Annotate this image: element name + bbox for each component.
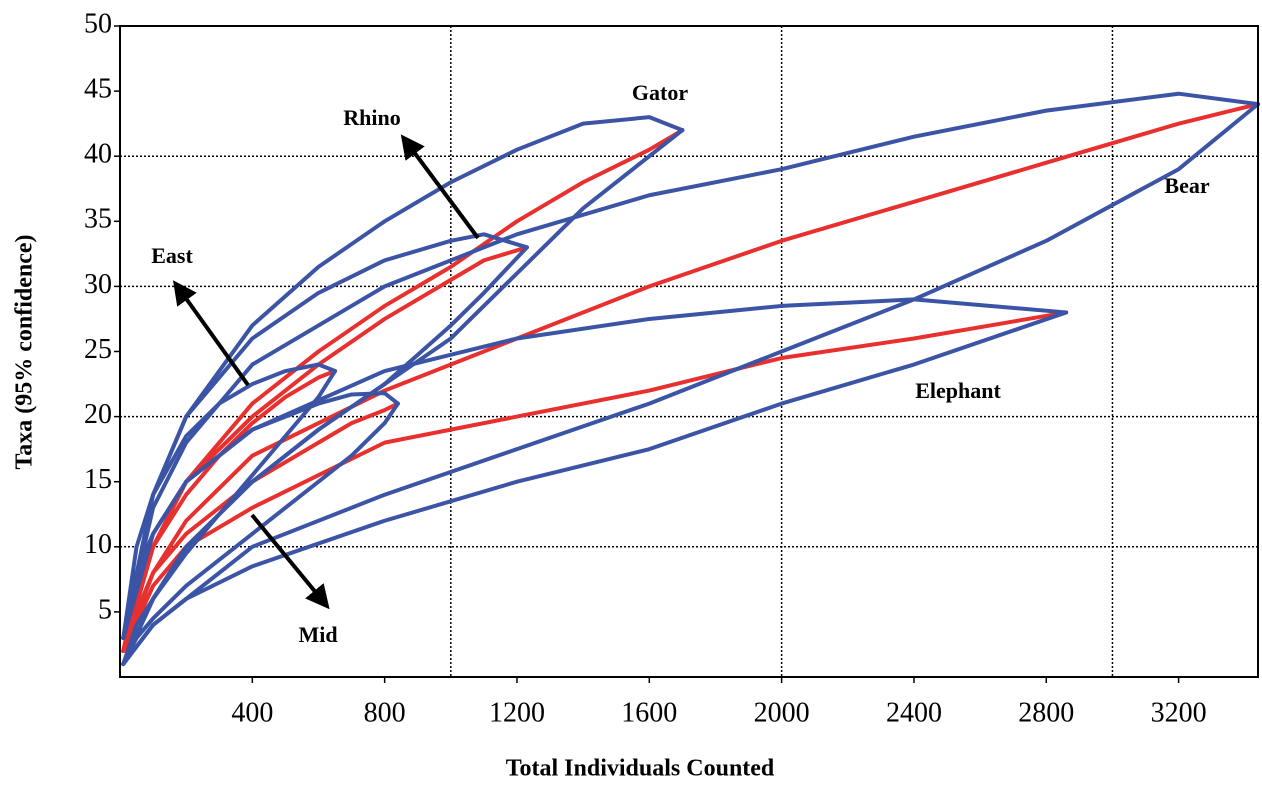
arrow — [250, 513, 330, 610]
mean-curve — [121, 102, 1260, 653]
series-label: Mid — [298, 622, 337, 647]
x-tick-label: 800 — [364, 697, 406, 728]
y-tick-label: 5 — [98, 594, 112, 625]
series-label: Elephant — [915, 378, 1001, 403]
upper-bound — [121, 91, 1260, 640]
y-tick-label: 50 — [84, 8, 112, 39]
lower-bound — [121, 369, 338, 666]
x-axis-label: Total Individuals Counted — [506, 756, 775, 782]
arrows — [173, 134, 480, 610]
upper-bound — [121, 362, 338, 640]
x-tick-label: 1200 — [489, 697, 545, 728]
series-label: Rhino — [343, 105, 400, 130]
x-tick-label: 1600 — [621, 697, 677, 728]
x-tick-label: 2400 — [886, 697, 942, 728]
ticks: 400 800 1200 1600 2000 2400 2800 3200 5 10 15 20 25 3… — [84, 8, 1207, 728]
upper-bound — [121, 297, 1069, 640]
y-tick-label: 40 — [84, 139, 112, 170]
grid — [120, 26, 1258, 677]
y-tick-label: 35 — [84, 204, 112, 235]
upper-bound — [121, 232, 529, 640]
y-axis-label: Taxa (95% confidence) — [12, 234, 38, 469]
lower-bound — [121, 401, 400, 666]
y-tick-label: 10 — [84, 529, 112, 560]
plot-frame — [119, 25, 1259, 678]
y-tick-label: 15 — [84, 464, 112, 495]
y-tick-label: 45 — [84, 74, 112, 105]
arrow — [173, 280, 250, 387]
x-tick-label: 2800 — [1018, 697, 1074, 728]
lower-bound — [121, 310, 1069, 666]
x-tick-label: 2000 — [754, 697, 810, 728]
mean-curve — [121, 310, 1069, 653]
y-tick-label: 30 — [84, 269, 112, 300]
arrow — [400, 134, 480, 240]
series-label: East — [151, 243, 193, 268]
y-tick-label: 20 — [84, 399, 112, 430]
x-tick-label: 3200 — [1151, 697, 1207, 728]
upper-bound — [121, 391, 400, 640]
series-label: Gator — [632, 80, 688, 105]
y-tick-label: 25 — [84, 334, 112, 365]
x-tick-label: 400 — [231, 697, 273, 728]
series-label: Bear — [1164, 173, 1209, 198]
curves — [121, 91, 1260, 666]
